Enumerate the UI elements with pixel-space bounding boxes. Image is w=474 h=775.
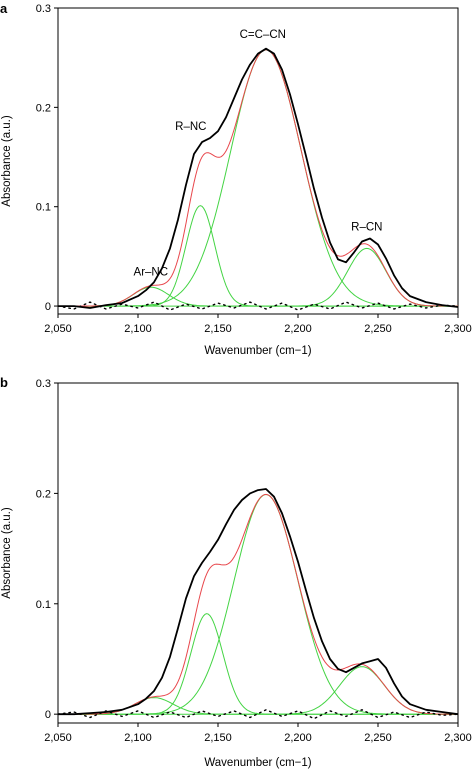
x-axis-title-a: Wavenumber (cm−1): [204, 345, 311, 357]
y-ticks-a: 0 0.1 0.2 0.3: [36, 3, 58, 313]
component-curve-b-3: [58, 493, 458, 715]
y-tick-label-b: 0: [45, 709, 51, 721]
x-ticks-b: 2,050 2,100 2,150 2,200 2,250 2,300: [44, 723, 472, 744]
panel-label-a: a: [0, 1, 8, 16]
plot-frame-b: [57, 382, 459, 724]
peak-annotations-a: Ar–NC R–NC C=C–CN R–CN: [134, 29, 383, 278]
x-axis-title-b: Wavenumber (cm−1): [204, 757, 311, 769]
y-tick-label-b: 0.3: [36, 378, 51, 390]
y-axis-title-b: Absorbance (a.u.): [1, 507, 13, 599]
y-tick-label-a: 0.3: [36, 3, 51, 15]
x-tick-label-a: 2,300: [444, 323, 472, 335]
panel-b: b 00.10.20.3 2,050 2,100 2,150 2,200 2,250 2,…: [0, 375, 472, 769]
peak-annotation-a-3: C=C–CN: [240, 29, 286, 41]
fit-curve-line-b: [58, 493, 458, 715]
peak-annotation-a-4: R–CN: [351, 222, 382, 234]
y-tick-label-a: 0.2: [36, 102, 51, 114]
fit-curve-b: [58, 493, 458, 715]
x-tick-label-b: 2,050: [44, 732, 72, 744]
y-tick-label-a: 0.1: [36, 202, 51, 214]
y-axis-title-a: Absorbance (a.u.): [1, 115, 13, 207]
fit-curve-a: [58, 49, 458, 307]
x-tick-label-a: 2,050: [44, 323, 72, 335]
x-tick-label-b: 2,250: [364, 732, 392, 744]
y-ticks-b: 0 0.1 0.2 0.3: [36, 378, 58, 721]
measured-spectrum-line-b: [58, 488, 459, 716]
panel-label-b: b: [0, 375, 8, 390]
x-ticks-a: 2,050 2,100 2,150 2,200 2,250 2,300: [44, 314, 472, 335]
component-curve-b-2: [58, 613, 458, 715]
component-curves-a: [58, 49, 458, 307]
component-curves-b: [58, 493, 458, 715]
measured-curve-b: [58, 488, 459, 716]
fit-curve-line-a: [58, 49, 458, 307]
component-curve-a-3: [58, 49, 458, 307]
x-tick-label-a: 2,150: [204, 323, 232, 335]
x-tick-label-b: 2,300: [444, 732, 472, 744]
panel-a: a 00.10.20.3 2,050 2,100 2,150 2,200 2,250 2,…: [0, 1, 472, 357]
peak-annotation-a-2: R–NC: [175, 121, 206, 133]
x-tick-label-a: 2,100: [124, 323, 152, 335]
residual-curve-b: [57, 709, 459, 720]
peak-annotation-a-1: Ar–NC: [134, 266, 169, 278]
plot-frame-a: [57, 7, 459, 315]
x-tick-label-b: 2,200: [284, 732, 312, 744]
y-tick-label-a: 0: [45, 301, 51, 313]
y-tick-label-b: 0.1: [36, 599, 51, 611]
residual-line-b: [57, 709, 459, 720]
y-tick-label-b: 0.2: [36, 488, 51, 500]
x-tick-label-b: 2,150: [204, 732, 232, 744]
x-tick-label-b: 2,100: [124, 732, 152, 744]
measured-spectrum-line-a: [58, 47, 459, 309]
measured-curve-a: [58, 47, 459, 309]
component-curve-a-4: [58, 247, 458, 307]
x-tick-label-a: 2,200: [284, 323, 312, 335]
x-tick-label-a: 2,250: [364, 323, 392, 335]
